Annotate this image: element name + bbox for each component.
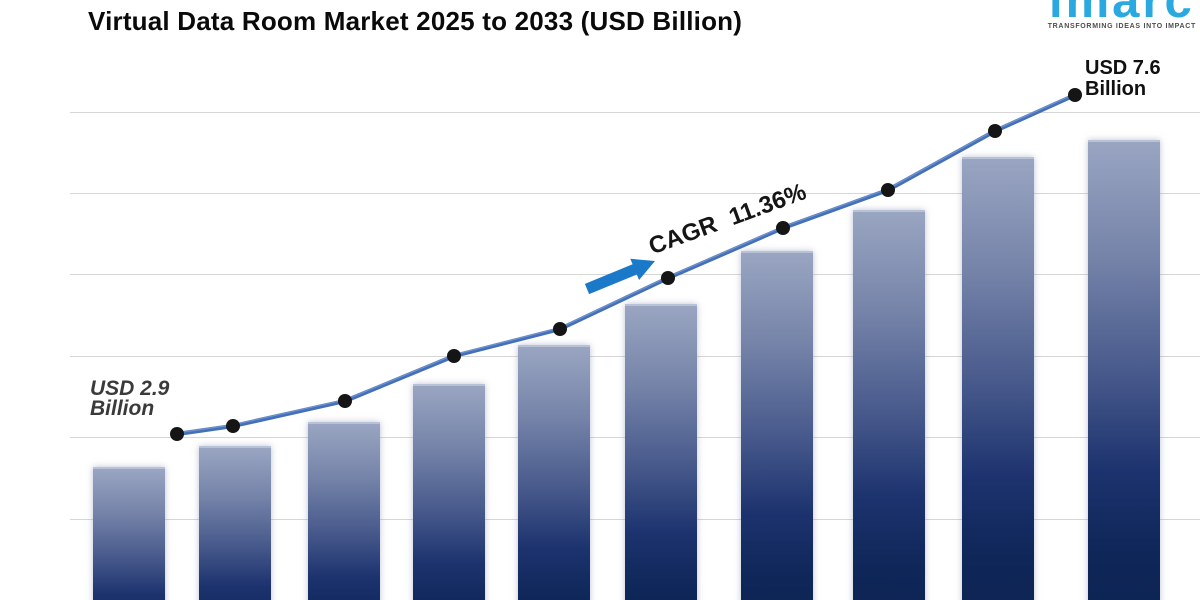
gridline-0 [70, 112, 1200, 113]
bar-2027 [413, 383, 485, 600]
trend-point-2033 [1068, 88, 1082, 102]
trend-point-2024 [170, 427, 184, 441]
imarc-logo: imarc TRANSFORMING IDEAS INTO IMPACT [1048, 0, 1196, 30]
imarc-logo-wordmark: imarc [1048, 0, 1195, 28]
end-value-line2: Billion [1085, 78, 1147, 100]
bar-2029 [625, 303, 697, 600]
start-value-label: USD 2.9 Billion [90, 377, 170, 420]
bar-2026 [308, 421, 380, 600]
bar-2028 [518, 345, 590, 600]
trend-point-2025 [226, 419, 240, 433]
trend-point-2030 [776, 221, 790, 235]
cagr-annotation: CAGR 11.36% [645, 178, 810, 261]
bar-2025 [199, 446, 271, 600]
trend-point-2032 [988, 124, 1002, 138]
bar-2024 [93, 467, 165, 600]
bar-2032 [962, 157, 1034, 600]
start-value-line2: Billion [90, 397, 155, 420]
trend-point-2026 [338, 394, 352, 408]
end-value-label: USD 7.6 Billion [1085, 58, 1161, 100]
trend-point-2028 [553, 322, 567, 336]
start-value-line1: USD 2.9 [90, 377, 170, 400]
bar-2030 [741, 251, 813, 600]
cagr-arrow-icon [584, 258, 655, 295]
bar-2031 [853, 209, 925, 600]
imarc-logo-tagline: TRANSFORMING IDEAS INTO IMPACT [1047, 23, 1196, 31]
bar-2033 [1088, 140, 1160, 600]
chart-title: Virtual Data Room Market 2025 to 2033 (U… [88, 6, 743, 36]
end-value-line1: USD 7.6 [1085, 57, 1161, 79]
trend-point-2031 [881, 183, 895, 197]
